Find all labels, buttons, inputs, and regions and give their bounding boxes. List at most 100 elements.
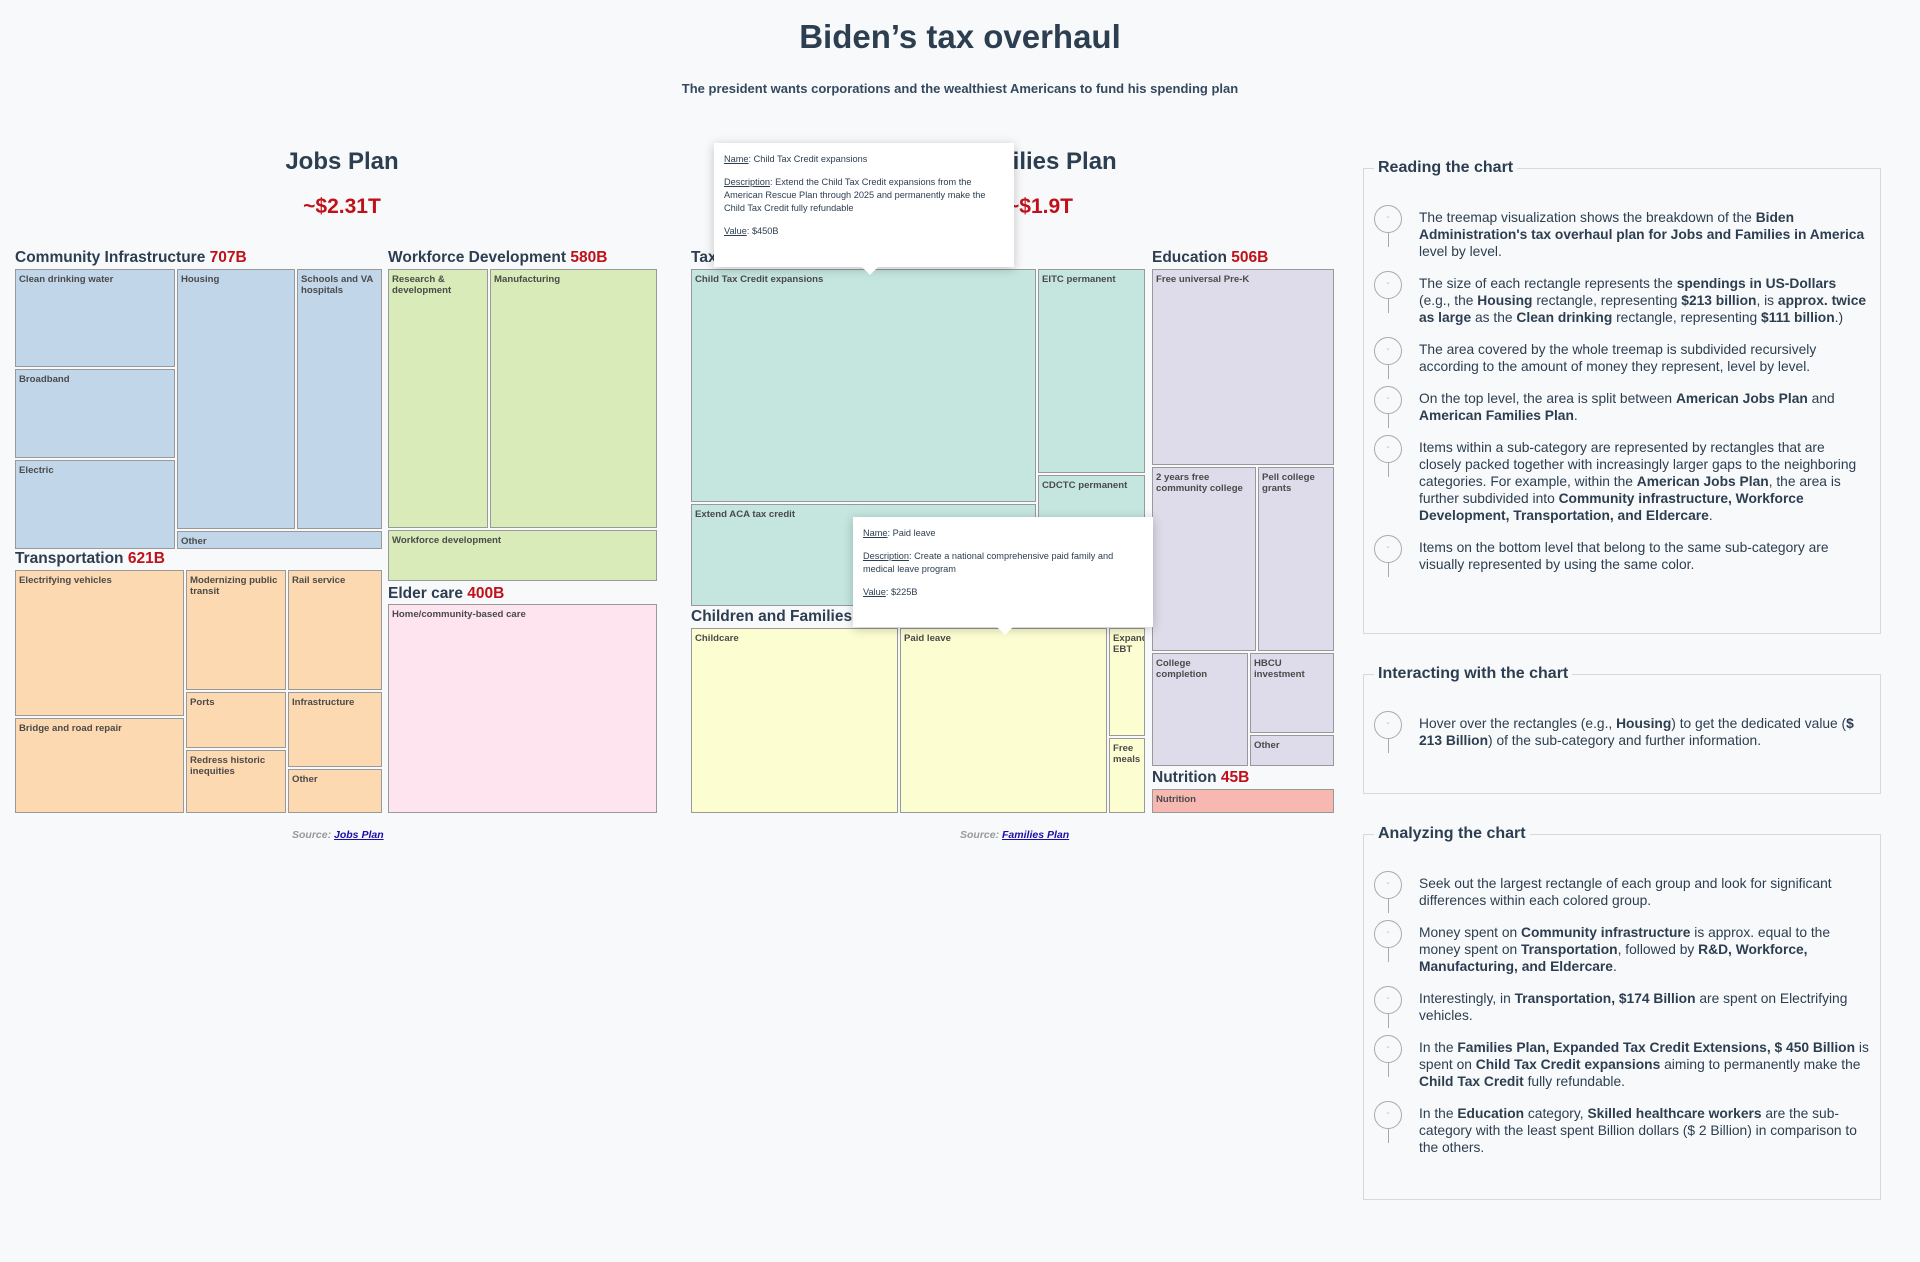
panel-list-text: The size of each rectangle represents th…: [1419, 276, 1867, 325]
page-title: Biden’s tax overhaul: [799, 18, 1121, 55]
step-circle-icon: -: [1374, 711, 1402, 739]
treemap-tile-broadband[interactable]: Broadband: [15, 369, 175, 458]
jobs-plan-title: Jobs Plan: [285, 148, 399, 175]
step-circle-icon: -: [1374, 435, 1402, 463]
category-label-transportation: Transportation 621B: [15, 550, 165, 567]
panel-list-item: - The area covered by the whole treemap i…: [1374, 337, 1870, 379]
step-circle-icon: -: [1374, 871, 1402, 899]
interacting-panel: Interacting with the chart - Hover over t…: [1363, 665, 1881, 794]
treemap-tile-ports[interactable]: Ports: [186, 692, 286, 748]
panel-list-text: Items within a sub-category are represen…: [1419, 440, 1857, 523]
step-circle-icon: -: [1374, 386, 1402, 414]
step-connector: [1388, 948, 1389, 962]
treemap-tile-nutrition[interactable]: Nutrition: [1152, 789, 1334, 813]
step-connector: [1388, 1129, 1389, 1143]
step-circle-icon: -: [1374, 205, 1402, 233]
panel-list-text: In the Education category, Skilled healt…: [1419, 1106, 1857, 1155]
treemap-tile-childcare[interactable]: Childcare: [691, 628, 898, 813]
step-connector: [1388, 739, 1389, 753]
step-connector: [1388, 563, 1389, 577]
treemap-tile-research-development[interactable]: Research & development: [388, 269, 488, 528]
panel-list-text: Seek out the largest rectangle of each g…: [1419, 876, 1832, 908]
step-circle-icon: -: [1374, 1035, 1402, 1063]
treemap-tile-home-community-based-care[interactable]: Home/community-based care: [388, 604, 657, 813]
panel-list-item: - Interestingly, in Transportation, $174 …: [1374, 986, 1870, 1028]
step-circle-icon: -: [1374, 986, 1402, 1014]
panel-list-item: - In the Education category, Skilled heal…: [1374, 1101, 1870, 1156]
treemap-tile-child-tax-credit-expansions[interactable]: Child Tax Credit expansions: [691, 269, 1036, 502]
tooltip-child-tax-credit: Name: Child Tax Credit expansions Descri…: [714, 143, 1014, 275]
step-connector: [1388, 365, 1389, 379]
step-connector: [1388, 463, 1389, 477]
step-circle-icon: -: [1374, 920, 1402, 948]
panel-list-item: - In the Families Plan, Expanded Tax Cred…: [1374, 1035, 1870, 1090]
treemap-tile-free-meals[interactable]: Free meals: [1109, 738, 1145, 813]
families-plan-source: Source: Families Plan: [960, 829, 1070, 841]
step-circle-icon: -: [1374, 1101, 1402, 1129]
category-label-education: Education 506B: [1152, 249, 1269, 266]
interacting-list: - Hover over the rectangles (e.g., Housin…: [1374, 711, 1870, 764]
panel-list-item: - The treemap visualization shows the bre…: [1374, 205, 1870, 260]
families-plan-source-link[interactable]: Families Plan: [1002, 829, 1070, 841]
category-label-workforce-development: Workforce Development 580B: [388, 249, 608, 266]
treemap-tile-bridge-and-road-repair[interactable]: Bridge and road repair: [15, 718, 184, 813]
treemap-tile-paid-leave[interactable]: Paid leave: [900, 628, 1107, 813]
treemap-tile-college-completion[interactable]: College completion: [1152, 653, 1248, 766]
treemap-tile-schools-and-va-hospitals[interactable]: Schools and VA hospitals: [297, 269, 382, 529]
treemap-tile-redress-historic-inequities[interactable]: Redress historic inequities: [186, 750, 286, 813]
interacting-panel-title: Interacting with the chart: [1374, 665, 1573, 683]
treemap-tile-manufacturing[interactable]: Manufacturing: [490, 269, 657, 528]
treemap-tile-rail-service[interactable]: Rail service: [288, 570, 382, 690]
panel-list-text: In the Families Plan, Expanded Tax Credi…: [1419, 1040, 1869, 1089]
treemap-tile-other[interactable]: Other: [1250, 735, 1334, 766]
panel-list-text: The area covered by the whole treemap is…: [1419, 342, 1817, 374]
page-subtitle: The president wants corporations and the…: [681, 81, 1239, 96]
reading-list: - The treemap visualization shows the bre…: [1374, 205, 1870, 588]
step-circle-icon: -: [1374, 535, 1402, 563]
panel-list-text: Interestingly, in Transportation, $174 B…: [1419, 991, 1848, 1023]
category-label-nutrition: Nutrition 45B: [1152, 769, 1250, 786]
panel-list-text: The treemap visualization shows the brea…: [1419, 210, 1865, 259]
panel-list-text: Money spent on Community infrastructure …: [1419, 925, 1831, 974]
panel-list-item: - Seek out the largest rectangle of each …: [1374, 871, 1870, 913]
treemap-tile-clean-drinking-water[interactable]: Clean drinking water: [15, 269, 175, 367]
treemap-tile-hbcu-investment[interactable]: HBCU investment: [1250, 653, 1334, 733]
panel-list-text: Hover over the rectangles (e.g., Housing…: [1419, 716, 1854, 748]
step-circle-icon: -: [1374, 337, 1402, 365]
category-label-children-and-families: Children and Families: [691, 608, 853, 625]
step-connector: [1388, 414, 1389, 428]
analyzing-list: - Seek out the largest rectangle of each …: [1374, 871, 1870, 1171]
panel-list-item: - The size of each rectangle represents t…: [1374, 271, 1870, 326]
step-connector: [1388, 233, 1389, 247]
jobs-plan-source: Source: Jobs Plan: [292, 829, 384, 841]
step-connector: [1388, 1014, 1389, 1028]
panel-list-item: - Money spent on Community infrastructure…: [1374, 920, 1870, 975]
reading-panel-title: Reading the chart: [1374, 159, 1518, 177]
category-label-elder-care: Elder care 400B: [388, 585, 505, 602]
treemap-tile-workforce-development[interactable]: Workforce development: [388, 530, 657, 581]
treemap-tile-housing[interactable]: Housing: [177, 269, 295, 529]
treemap-tile-other[interactable]: Other: [177, 531, 382, 549]
treemap-tile-infrastructure[interactable]: Infrastructure: [288, 692, 382, 767]
treemap-tile-2-years-free-community-college[interactable]: 2 years free community college: [1152, 467, 1256, 651]
treemap-tile-modernizing-public-transit[interactable]: Modernizing public transit: [186, 570, 286, 690]
treemap-tile-expand-ebt[interactable]: Expand EBT: [1109, 628, 1145, 736]
tooltip-paid-leave: Name: Paid leave Description: Create a n…: [853, 517, 1153, 635]
treemap-tile-pell-college-grants[interactable]: Pell college grants: [1258, 467, 1334, 651]
panel-list-item: - Items on the bottom level that belong t…: [1374, 535, 1870, 577]
reading-panel: Reading the chart - The treemap visualiza…: [1363, 159, 1881, 634]
treemap-tile-electrifying-vehicles[interactable]: Electrifying vehicles: [15, 570, 184, 716]
treemap-tile-free-universal-pre-k[interactable]: Free universal Pre-K: [1152, 269, 1334, 465]
families-plan-total: ~$1.9T: [1007, 195, 1073, 218]
analyzing-panel-title: Analyzing the chart: [1374, 825, 1530, 843]
category-label-community-infrastructure: Community Infrastructure 707B: [15, 249, 247, 266]
panel-list-item: - Hover over the rectangles (e.g., Housin…: [1374, 711, 1870, 753]
treemap-tile-electric[interactable]: Electric: [15, 460, 175, 549]
panel-list-item: - On the top level, the area is split bet…: [1374, 386, 1870, 428]
jobs-plan-source-link[interactable]: Jobs Plan: [334, 829, 384, 841]
treemap-tile-eitc-permanent[interactable]: EITC permanent: [1038, 269, 1145, 473]
treemap-tile-other[interactable]: Other: [288, 769, 382, 813]
jobs-plan-total: ~$2.31T: [303, 195, 381, 218]
tooltip-arrow: [997, 627, 1013, 635]
